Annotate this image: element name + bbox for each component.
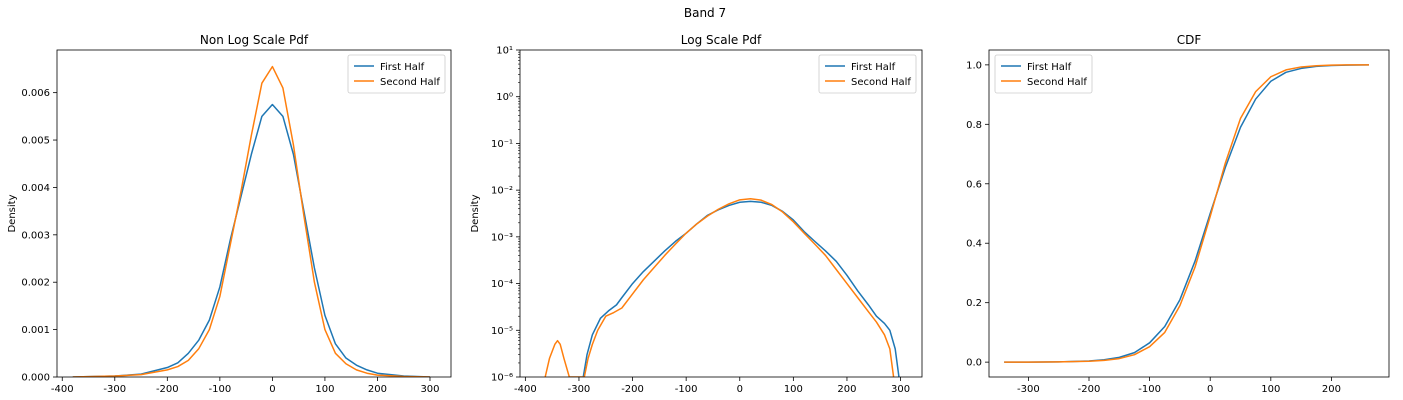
y-tick-label: 10⁻²	[491, 186, 513, 197]
y-tick-label: 10⁻⁴	[491, 279, 513, 290]
series-line-first-half	[1004, 64, 1370, 363]
x-tick-label: -400	[514, 384, 537, 395]
x-tick-label: -300	[103, 384, 126, 395]
series-line-first-half	[582, 200, 900, 377]
chart-cdf: CDF -300 -200 -100 0 100 200 0.0 0.2 0.4 0.6 0.8 1.0…	[966, 33, 1390, 395]
y-tick-label: 0.003	[21, 230, 50, 241]
series-line-second-half	[544, 197, 895, 377]
axes-frame	[988, 49, 1390, 378]
x-tick-label: -200	[621, 384, 644, 395]
y-tick-label: 1.0	[966, 60, 982, 71]
chart-title: Non Log Scale Pdf	[200, 33, 309, 47]
legend-entry: Second Half	[380, 77, 440, 88]
y-tick-label: 10⁻¹	[491, 139, 513, 150]
x-tick-label: -300	[568, 384, 591, 395]
x-tick-label: 300	[420, 384, 439, 395]
y-tick-label: 0.6	[966, 179, 982, 190]
x-tick-label: 200	[1322, 384, 1341, 395]
axes-frame	[519, 49, 923, 378]
y-tick-label: 10⁻³	[491, 232, 513, 243]
x-tick-label: 100	[1261, 384, 1280, 395]
legend: First Half Second Half	[347, 54, 446, 94]
legend-entry: Second Half	[1027, 77, 1087, 88]
x-tick-label: 300	[891, 384, 910, 395]
x-tick-label: -200	[156, 384, 179, 395]
y-axis-label: Density	[7, 194, 18, 232]
x-tick-label: 100	[315, 384, 334, 395]
y-tick-label: 0.001	[21, 325, 50, 336]
legend-entry: First Half	[851, 62, 896, 73]
legend-box	[994, 54, 1093, 94]
chart-log-pdf: Log Scale Pdf -400 -300 -200 -100 0 100 200 300 1…	[470, 33, 923, 395]
x-tick-label: -100	[675, 384, 698, 395]
x-tick-label: 0	[1207, 384, 1213, 395]
figure-suptitle: Band 7	[684, 6, 726, 20]
y-tick-label: 0.000	[21, 373, 50, 384]
x-tick-label: -300	[1017, 384, 1040, 395]
x-tick-label: -400	[51, 384, 74, 395]
y-tick-label: 0.002	[21, 278, 50, 289]
series-line-second-half	[72, 65, 431, 377]
y-tick-label: 0.8	[966, 120, 982, 131]
legend-entry: First Half	[380, 62, 425, 73]
x-tick-label: 0	[269, 384, 275, 395]
y-tick-label: 10⁰	[496, 92, 513, 103]
chart-title: CDF	[1177, 33, 1202, 47]
x-tick-label: 200	[837, 384, 856, 395]
legend: First Half Second Half	[994, 54, 1093, 94]
legend-entry: First Half	[1027, 62, 1072, 73]
y-tick-label: 10¹	[496, 46, 513, 57]
y-tick-label: 0.0	[966, 358, 982, 369]
y-tick-label: 0.006	[21, 88, 50, 99]
x-tick-label: -200	[1078, 384, 1101, 395]
x-tick-label: 0	[737, 384, 743, 395]
chart-title: Log Scale Pdf	[681, 33, 762, 47]
y-tick-label: 0.2	[966, 298, 982, 309]
legend: First Half Second Half	[818, 54, 917, 94]
y-tick-label: 0.4	[966, 239, 982, 250]
series-line-second-half	[1004, 64, 1369, 363]
y-axis-label: Density	[470, 194, 481, 232]
legend-entry: Second Half	[851, 77, 911, 88]
legend-box	[818, 54, 917, 94]
legend-box	[347, 54, 446, 94]
x-tick-label: -100	[1138, 384, 1161, 395]
y-tick-label: 10⁻⁶	[491, 373, 513, 384]
series-line-first-half	[72, 103, 431, 377]
chart-non-log-pdf: Non Log Scale Pdf -400 -300 -200 -100 0 100 200…	[7, 33, 452, 395]
axes-frame	[56, 49, 452, 378]
y-tick-label: 0.004	[21, 183, 50, 194]
y-tick-label: 10⁻⁵	[491, 326, 513, 337]
x-tick-label: 200	[368, 384, 387, 395]
x-tick-label: 100	[784, 384, 803, 395]
x-tick-label: -100	[209, 384, 232, 395]
y-tick-label: 0.005	[21, 136, 50, 147]
